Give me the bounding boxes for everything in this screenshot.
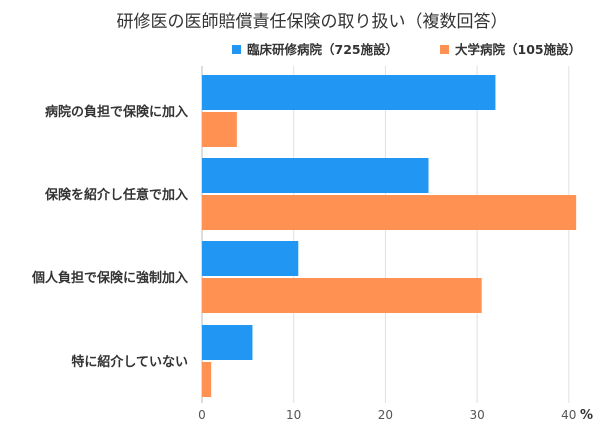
- category-label: 保険を紹介し任意で加入: [44, 187, 188, 203]
- bar-1-0: [202, 112, 237, 147]
- category-labels: 病院の負担で保険に加入保険を紹介し任意で加入個人負担で保険に強制加入特に紹介して…: [31, 104, 188, 370]
- x-tick-label: 10: [286, 408, 301, 422]
- x-tick-label: 40: [561, 408, 576, 422]
- category-label: 個人負担で保険に強制加入: [31, 270, 188, 286]
- bar-0-3: [202, 325, 253, 360]
- legend-label-0: 臨床研修病院（725施設）: [247, 42, 398, 57]
- category-label: 特に紹介していない: [71, 354, 188, 370]
- category-label: 病院の負担で保険に加入: [45, 104, 188, 120]
- bar-1-3: [202, 362, 212, 397]
- x-tick-labels: 0 10 20 30 40: [198, 408, 576, 422]
- legend-swatch-1: [440, 45, 449, 54]
- bar-0-1: [202, 158, 429, 193]
- bars: [202, 75, 577, 397]
- legend-swatch-0: [232, 45, 241, 54]
- x-unit-label: %: [580, 408, 593, 423]
- bar-0-2: [202, 241, 299, 276]
- bar-1-1: [202, 195, 577, 230]
- x-tick-label: 30: [469, 408, 484, 422]
- legend-label-1: 大学病院（105施設）: [455, 42, 581, 57]
- bar-1-2: [202, 278, 482, 313]
- legend: 臨床研修病院（725施設） 大学病院（105施設）: [232, 42, 581, 57]
- chart-title: 研修医の医師賠償責任保険の取り扱い（複数回答）: [117, 12, 508, 32]
- x-tick-label: 0: [198, 408, 206, 422]
- gridlines: [201, 66, 570, 403]
- bar-0-0: [202, 75, 496, 110]
- x-tick-label: 20: [378, 408, 393, 422]
